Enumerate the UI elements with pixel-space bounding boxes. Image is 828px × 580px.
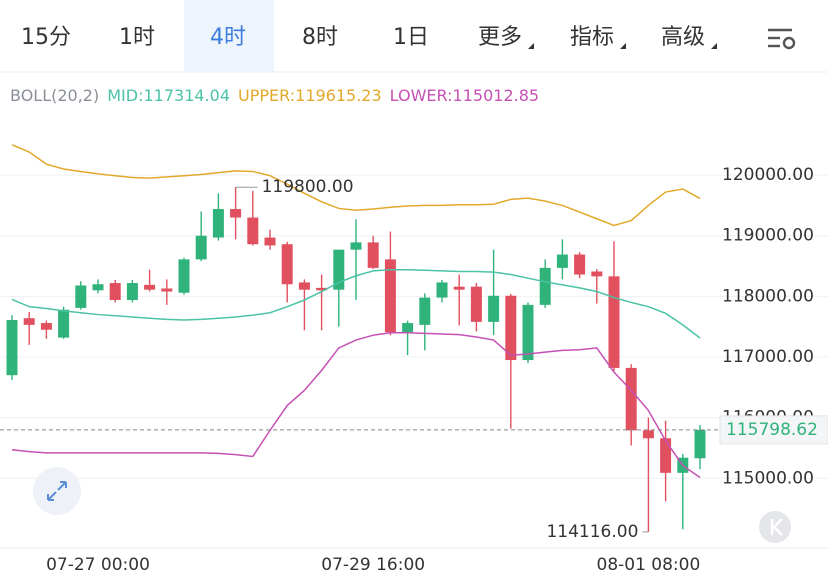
candle-body bbox=[367, 242, 379, 268]
candle-body bbox=[40, 323, 52, 330]
indicator-legend: BOLL(20,2) MID:117314.04 UPPER:119615.23 LO… bbox=[10, 86, 539, 105]
tab[interactable]: 1日 bbox=[393, 25, 429, 50]
tab[interactable]: 更多 bbox=[478, 25, 522, 50]
tab[interactable]: 4时 bbox=[210, 25, 246, 50]
legend-entry: BOLL(20,2) bbox=[10, 86, 99, 105]
candle-body bbox=[58, 309, 70, 338]
candle-body bbox=[23, 318, 35, 325]
tab[interactable]: 1时 bbox=[119, 25, 155, 50]
back-to-latest-button[interactable] bbox=[759, 511, 791, 543]
candle-body bbox=[402, 323, 414, 333]
candle-body bbox=[333, 249, 345, 290]
candle-body bbox=[556, 254, 568, 268]
candle-body bbox=[281, 244, 293, 285]
candle-body bbox=[384, 259, 396, 333]
candle-body bbox=[195, 235, 207, 260]
settings-icon[interactable] bbox=[768, 28, 796, 50]
y-tick-label: 115000.00 bbox=[722, 468, 814, 488]
boll-line bbox=[11, 332, 701, 479]
candle-body bbox=[574, 254, 586, 275]
annotation-label: 114116.00 bbox=[546, 522, 638, 542]
candle-body bbox=[144, 284, 156, 290]
candle-body bbox=[350, 242, 362, 250]
y-tick-label: 119000.00 bbox=[722, 226, 814, 246]
dropdown-triangle bbox=[711, 43, 717, 49]
candle-body bbox=[436, 282, 448, 298]
x-tick-label: 07-27 00:00 bbox=[46, 555, 150, 575]
legend-entry: UPPER:119615.23 bbox=[238, 86, 382, 105]
candle-body bbox=[264, 237, 276, 246]
candle-body bbox=[453, 286, 465, 290]
candle-body bbox=[488, 295, 500, 322]
candle-body bbox=[522, 304, 534, 361]
active-tab-bg bbox=[184, 0, 274, 72]
candle-body bbox=[419, 297, 431, 325]
candle-body bbox=[230, 209, 242, 218]
legend-entry: MID:117314.04 bbox=[107, 86, 230, 105]
last-price-box bbox=[719, 415, 828, 445]
candle-body bbox=[247, 217, 259, 245]
candle-body bbox=[298, 282, 310, 290]
candle-body bbox=[92, 284, 104, 291]
candle-body bbox=[470, 286, 482, 322]
candle-body bbox=[539, 267, 551, 305]
annotation-label: 119800.00 bbox=[262, 177, 354, 197]
dropdown-triangle bbox=[528, 43, 534, 49]
candle-body bbox=[178, 259, 190, 293]
candle-body bbox=[75, 285, 87, 308]
candle-body bbox=[6, 320, 18, 376]
candle-body bbox=[625, 367, 637, 431]
legend-entry: LOWER:115012.85 bbox=[390, 86, 539, 105]
y-tick-label: 118000.00 bbox=[722, 286, 814, 306]
x-tick-label: 08-01 08:00 bbox=[597, 555, 701, 575]
candle-body bbox=[694, 429, 706, 459]
candle-body bbox=[212, 209, 224, 238]
candle-body bbox=[660, 438, 672, 473]
expand-button[interactable] bbox=[33, 467, 81, 515]
candle-body bbox=[591, 271, 603, 277]
candle-body bbox=[642, 430, 654, 439]
x-tick-label: 07-29 16:00 bbox=[321, 555, 425, 575]
boll-line bbox=[11, 144, 701, 227]
boll-line bbox=[11, 268, 701, 339]
y-tick-label: 120000.00 bbox=[722, 165, 814, 185]
candle-body bbox=[316, 287, 328, 291]
candle-body bbox=[608, 276, 620, 368]
candle-body bbox=[109, 283, 121, 301]
tab[interactable]: 高级 bbox=[661, 25, 705, 50]
tab[interactable]: 指标 bbox=[570, 25, 614, 50]
candle-body bbox=[505, 295, 517, 361]
tab[interactable]: 8时 bbox=[302, 25, 338, 50]
candle-body bbox=[161, 288, 173, 292]
candle-body bbox=[126, 283, 138, 301]
dropdown-triangle bbox=[620, 43, 626, 49]
y-tick-label: 117000.00 bbox=[722, 347, 814, 367]
tab[interactable]: 15分 bbox=[21, 25, 71, 50]
last-price-label: 115798.62 bbox=[726, 420, 818, 440]
